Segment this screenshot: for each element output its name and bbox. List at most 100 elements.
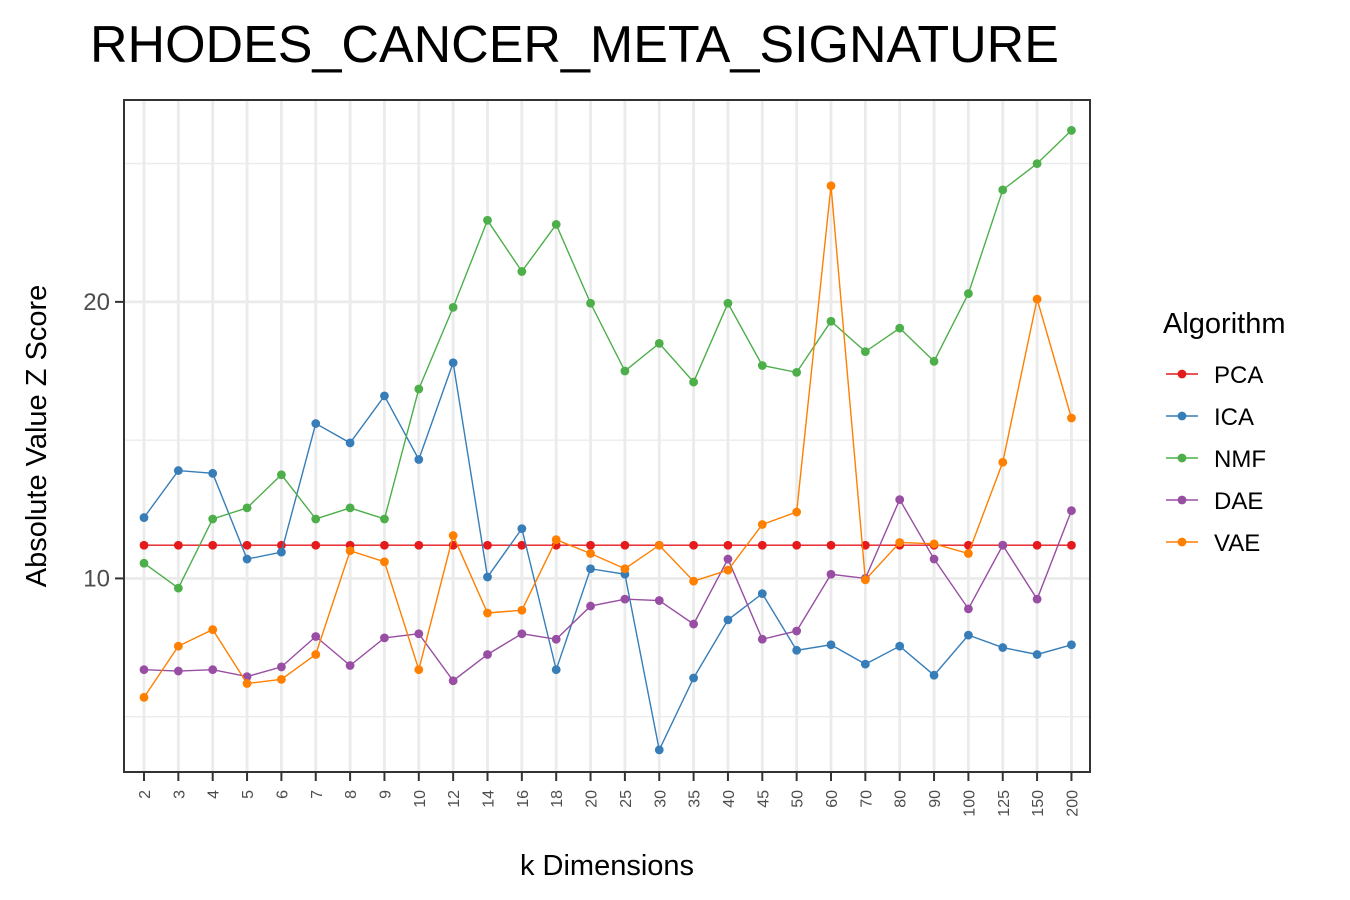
data-point-vae — [860, 575, 870, 585]
data-point-pca — [414, 540, 424, 550]
data-point-vae — [139, 692, 149, 702]
data-point-pca — [311, 540, 321, 550]
data-point-dae — [517, 629, 527, 639]
legend-item-ica: ICA — [1166, 404, 1254, 431]
data-point-dae — [998, 540, 1008, 550]
legend-key-point — [1177, 453, 1187, 463]
data-point-ica — [242, 554, 252, 564]
data-point-ica — [929, 670, 939, 680]
data-point-pca — [517, 540, 527, 550]
data-point-ica — [380, 391, 389, 401]
data-point-nmf — [998, 185, 1008, 195]
data-point-vae — [173, 641, 183, 651]
data-point-nmf — [654, 338, 664, 348]
data-point-nmf — [620, 366, 630, 376]
data-point-dae — [689, 619, 698, 629]
data-point-pca — [242, 540, 252, 550]
data-point-nmf — [757, 361, 767, 370]
x-tick-label: 12 — [446, 790, 463, 808]
legend-item-pca: PCA — [1166, 362, 1263, 389]
data-point-dae — [1032, 594, 1042, 604]
plot-border — [123, 99, 1091, 773]
legend-label: ICA — [1214, 404, 1254, 431]
x-tick-label: 35 — [687, 790, 704, 808]
data-point-nmf — [208, 514, 218, 524]
data-point-ica — [139, 513, 149, 522]
chart-title: RHODES_CANCER_META_SIGNATURE — [90, 16, 1059, 74]
data-point-nmf — [723, 298, 733, 308]
data-point-vae — [723, 565, 733, 575]
x-tick-label: 80 — [893, 790, 910, 808]
data-point-pca — [620, 540, 630, 550]
legend-item-vae: VAE — [1166, 530, 1260, 557]
data-point-pca — [1032, 540, 1042, 550]
data-point-nmf — [483, 215, 492, 225]
x-tick-label: 7 — [309, 790, 326, 799]
data-point-nmf — [895, 323, 905, 333]
data-point-pca — [380, 540, 389, 550]
x-tick-label: 18 — [549, 790, 566, 808]
data-point-ica — [964, 630, 973, 640]
series-layer — [139, 126, 1076, 755]
data-point-vae — [964, 549, 973, 558]
data-point-pca — [826, 540, 836, 550]
data-point-dae — [895, 495, 905, 505]
data-point-nmf — [929, 356, 939, 366]
data-point-vae — [277, 674, 286, 684]
data-point-pca — [483, 540, 492, 550]
data-point-ica — [483, 572, 492, 582]
data-point-nmf — [586, 298, 595, 308]
data-point-ica — [1067, 640, 1076, 650]
data-point-dae — [826, 569, 836, 579]
legend-label: PCA — [1214, 362, 1263, 389]
data-point-dae — [311, 632, 321, 641]
x-tick-label: 70 — [858, 790, 875, 808]
data-point-ica — [208, 468, 218, 478]
data-point-pca — [723, 540, 733, 550]
data-point-nmf — [380, 514, 389, 524]
data-point-ica — [895, 641, 905, 651]
data-point-dae — [345, 661, 355, 670]
data-point-nmf — [517, 267, 527, 276]
data-point-dae — [654, 596, 664, 605]
data-point-nmf — [792, 367, 802, 377]
x-tick-label: 40 — [721, 790, 738, 808]
data-point-vae — [792, 507, 802, 517]
x-tick-label: 10 — [412, 790, 429, 808]
data-point-dae — [173, 666, 183, 676]
data-point-dae — [964, 604, 973, 614]
data-point-nmf — [689, 377, 698, 387]
data-point-vae — [414, 665, 424, 675]
data-point-ica — [517, 524, 527, 534]
series-vae — [139, 181, 1076, 702]
legend-item-nmf: NMF — [1166, 446, 1266, 473]
data-point-vae — [586, 549, 595, 558]
data-point-pca — [173, 540, 183, 550]
y-tick-label: 10 — [83, 565, 110, 592]
legend-title: Algorithm — [1163, 308, 1286, 340]
data-point-ica — [277, 547, 286, 557]
data-point-pca — [1067, 540, 1076, 550]
data-point-vae — [517, 605, 527, 615]
data-point-nmf — [448, 303, 458, 312]
data-point-ica — [551, 665, 561, 675]
data-point-ica — [654, 745, 664, 755]
data-point-pca — [208, 540, 218, 550]
plot-panel — [124, 100, 1090, 772]
data-point-dae — [929, 554, 939, 564]
data-point-pca — [586, 540, 595, 550]
data-point-ica — [448, 358, 458, 368]
data-point-dae — [551, 634, 561, 644]
data-point-ica — [826, 640, 836, 650]
data-point-pca — [139, 540, 149, 550]
x-tick-label: 9 — [377, 790, 394, 799]
data-point-vae — [242, 679, 252, 688]
x-tick-label: 6 — [274, 790, 291, 799]
data-point-dae — [208, 665, 218, 675]
data-point-nmf — [242, 503, 252, 513]
data-point-vae — [929, 539, 939, 549]
series-line-nmf — [143, 129, 1072, 590]
x-tick-label: 3 — [171, 790, 188, 799]
data-point-nmf — [173, 583, 183, 593]
data-point-vae — [826, 181, 836, 191]
